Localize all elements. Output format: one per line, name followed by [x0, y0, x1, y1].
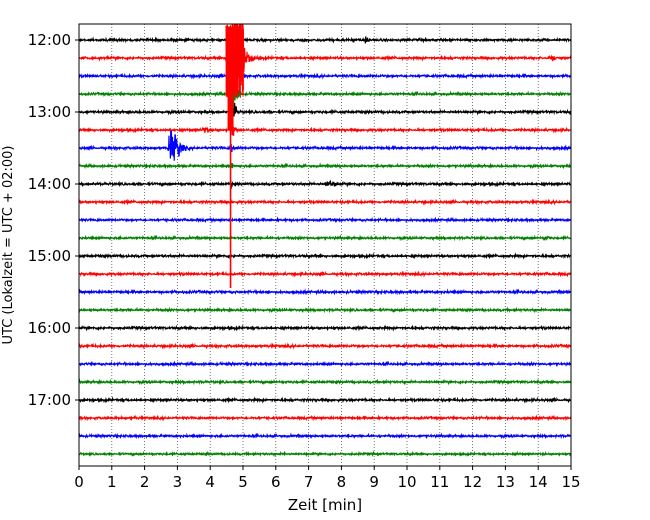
- trace-1730: [78, 432, 572, 440]
- trace-1200: [78, 36, 572, 44]
- x-tick-label: 13: [496, 473, 515, 491]
- x-tick-label: 11: [430, 473, 449, 491]
- trace-1530: [78, 288, 572, 296]
- trace-1245: [78, 76, 572, 112]
- y-tick-label: 16:00: [28, 319, 71, 337]
- trace-1430: [78, 216, 572, 224]
- y-tick-label: 14:00: [28, 175, 71, 193]
- vertical-spike: [225, 24, 244, 288]
- x-tick-label: 2: [140, 473, 150, 491]
- trace-1615: [78, 342, 572, 350]
- x-tick-label: 1: [107, 473, 117, 491]
- x-tick-label: 0: [74, 473, 84, 491]
- x-tick-label: 7: [304, 473, 314, 491]
- trace-1630: [78, 360, 572, 368]
- trace-1715: [78, 414, 572, 422]
- x-tick-label: 5: [238, 473, 248, 491]
- trace-1330: [78, 130, 572, 161]
- x-axis-label: Zeit [min]: [288, 496, 362, 514]
- x-tick-label: 9: [369, 473, 379, 491]
- trace-1215: [78, 43, 572, 76]
- y-tick-label: 13:00: [28, 103, 71, 121]
- trace-1400: [78, 179, 572, 189]
- trace-1600: [78, 324, 572, 332]
- x-tick-label: 4: [205, 473, 215, 491]
- trace-1700: [78, 396, 572, 404]
- y-axis-ticks: 12:00 13:00 14:00 15:00 16:00 17:00: [28, 31, 79, 409]
- x-tick-label: 12: [463, 473, 482, 491]
- x-tick-label: 10: [397, 473, 416, 491]
- x-tick-label: 6: [271, 473, 281, 491]
- trace-1645: [78, 378, 572, 386]
- plot-frame: [78, 23, 572, 467]
- y-tick-label: 17:00: [28, 391, 71, 409]
- y-axis-label: UTC (Lokalzeit = UTC + 02:00): [1, 146, 16, 345]
- x-tick-label: 15: [561, 473, 580, 491]
- trace-1230: [78, 58, 572, 94]
- trace-1300: [78, 103, 572, 124]
- trace-1515: [78, 270, 572, 278]
- x-axis-ticks: 0 1 2 3 4 5 6 7 8 9 10 11 12 13 14 15: [74, 466, 581, 491]
- trace-1445: [78, 234, 572, 242]
- trace-1500: [78, 252, 572, 260]
- x-tick-label: 14: [529, 473, 548, 491]
- trace-1415: [78, 198, 572, 206]
- trace-1545: [78, 306, 572, 314]
- seismic-traces: [78, 36, 572, 458]
- y-tick-label: 15:00: [28, 247, 71, 265]
- trace-1745: [78, 450, 572, 458]
- x-tick-label: 8: [337, 473, 347, 491]
- trace-1315: [78, 123, 572, 136]
- x-tick-label: 3: [173, 473, 183, 491]
- spike-body: [227, 76, 234, 130]
- trace-1345: [78, 162, 572, 170]
- y-tick-label: 12:00: [28, 31, 71, 49]
